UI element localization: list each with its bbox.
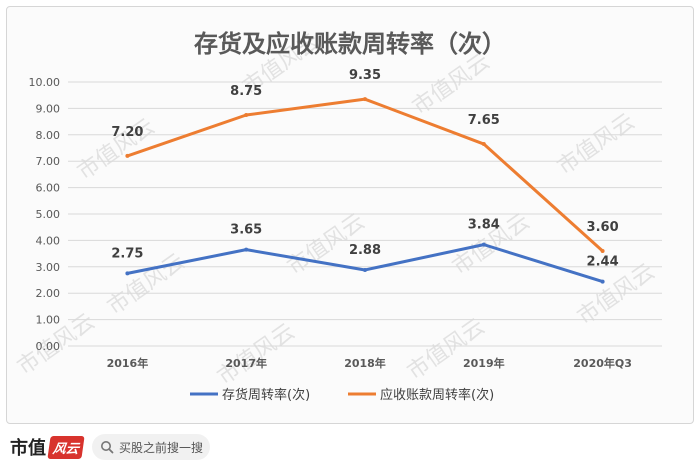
data-label: 2.75: [111, 246, 143, 261]
y-tick-label: 8.00: [36, 129, 61, 142]
y-tick-label: 2.00: [36, 287, 61, 300]
legend-label-0: 存货周转率(次): [222, 387, 310, 403]
y-tick-label: 4.00: [36, 234, 61, 247]
watermark-text: 市值风云: [403, 314, 489, 385]
data-label: 7.65: [468, 113, 500, 128]
data-label: 3.84: [468, 218, 500, 233]
data-point: [363, 97, 367, 102]
grid-lines: [68, 81, 662, 347]
data-label: 8.75: [230, 84, 262, 99]
data-point: [125, 271, 130, 276]
data-point: [481, 142, 486, 147]
chart-title: 存货及应收账款周转率（次）: [194, 30, 506, 58]
data-label: 7.20: [111, 125, 143, 140]
y-axis: 0.00 1.00 2.00 3.00 4.00 5.00 6.00 7.00 8.00 9.00…: [29, 76, 61, 353]
data-labels: 2.75 3.65 2.88 3.84 2.44 7.20 8.75 9.35 7.65 3.60: [111, 68, 618, 269]
y-tick-label: 10.00: [29, 76, 61, 89]
watermark-text: 市值风云: [553, 109, 639, 180]
data-label: 2.44: [587, 255, 619, 270]
y-tick-label: 1.00: [36, 314, 61, 327]
brand-stamp: 风云: [47, 435, 85, 459]
y-tick-label: 3.00: [36, 261, 61, 274]
search-icon: [101, 441, 114, 454]
watermark-text: 市值风云: [408, 49, 494, 120]
data-label: 9.35: [349, 68, 381, 83]
data-label: 3.65: [230, 223, 262, 238]
data-point: [481, 242, 486, 247]
brand-logo[interactable]: 市值 风云: [10, 432, 85, 462]
brand-name: 市值: [10, 438, 46, 459]
x-tick-label: 2018年: [344, 356, 386, 370]
data-point: [600, 248, 605, 253]
x-tick-label: 2016年: [107, 356, 149, 370]
legend: 存货周转率(次) 应收账款周转率(次): [190, 387, 494, 403]
watermark-text: 市值风云: [213, 319, 299, 390]
footer-bar: 市值 风云 买股之前搜一搜: [0, 426, 700, 469]
y-tick-label: 0.00: [36, 340, 61, 353]
data-point: [244, 247, 249, 252]
legend-label-1: 应收账款周转率(次): [380, 387, 494, 403]
data-point: [363, 267, 367, 272]
search-placeholder: 买股之前搜一搜: [119, 440, 204, 455]
data-label: 3.60: [587, 220, 619, 235]
data-point: [600, 279, 605, 284]
x-tick-label: 2017年: [225, 356, 267, 370]
y-tick-label: 6.00: [36, 182, 61, 195]
y-tick-label: 9.00: [36, 102, 61, 115]
data-point: [125, 153, 130, 158]
x-axis: 2016年 2017年 2018年 2019年 2020年Q3: [107, 356, 632, 370]
data-label: 2.88: [349, 243, 381, 258]
x-tick-label: 2019年: [463, 356, 505, 370]
y-tick-label: 5.00: [36, 208, 61, 221]
y-tick-label: 7.00: [36, 155, 61, 168]
search-box[interactable]: 买股之前搜一搜: [92, 434, 210, 460]
chart-card: [6, 6, 694, 424]
series-layer: [125, 97, 605, 284]
x-tick-label: 2020年Q3: [573, 356, 632, 370]
data-point: [244, 113, 249, 117]
